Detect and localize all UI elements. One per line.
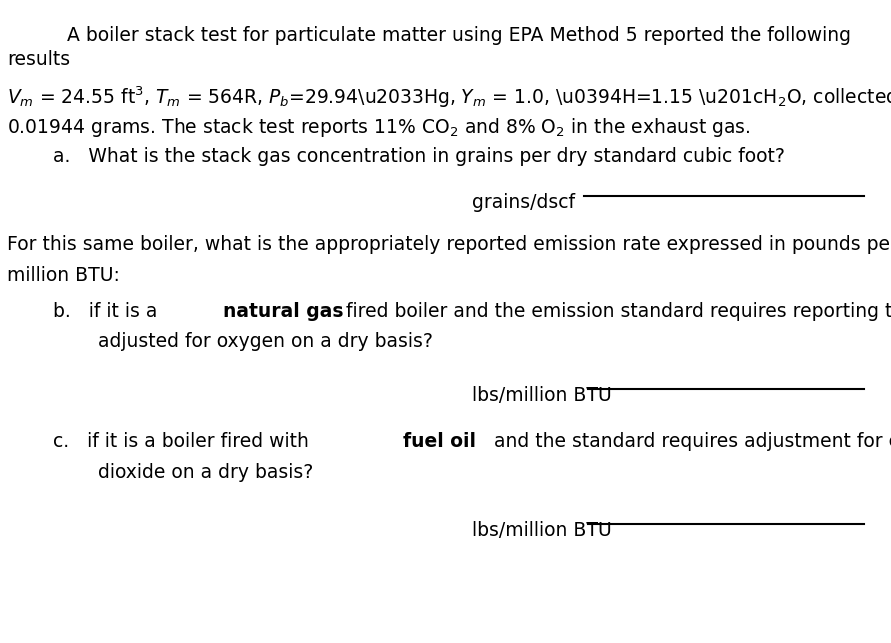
Text: lbs/million BTU: lbs/million BTU [472, 386, 612, 405]
Text: and the standard requires adjustment for carbon: and the standard requires adjustment for… [488, 432, 891, 451]
Text: fired boiler and the emission standard requires reporting the value: fired boiler and the emission standard r… [339, 302, 891, 321]
Text: results: results [7, 50, 70, 69]
Text: For this same boiler, what is the appropriately reported emission rate expressed: For this same boiler, what is the approp… [7, 235, 891, 254]
Text: A boiler stack test for particulate matter using EPA Method 5 reported the follo: A boiler stack test for particulate matt… [67, 26, 851, 45]
Text: natural gas: natural gas [223, 302, 344, 321]
Text: grains/dscf: grains/dscf [472, 193, 576, 212]
Text: $V_m$ = 24.55 ft$^3$, $T_m$ = 564R, $P_b$=29.94\u2033Hg, $Y_m$ = 1.0, \u0394H=1.: $V_m$ = 24.55 ft$^3$, $T_m$ = 564R, $P_b… [7, 85, 891, 111]
Text: dioxide on a dry basis?: dioxide on a dry basis? [98, 463, 314, 482]
Text: b.   if it is a: b. if it is a [53, 302, 164, 321]
Text: c.   if it is a boiler fired with: c. if it is a boiler fired with [53, 432, 315, 451]
Text: adjusted for oxygen on a dry basis?: adjusted for oxygen on a dry basis? [98, 332, 433, 352]
Text: a.   What is the stack gas concentration in grains per dry standard cubic foot?: a. What is the stack gas concentration i… [53, 147, 785, 167]
Text: lbs/million BTU: lbs/million BTU [472, 521, 612, 540]
Text: 0.01944 grams. The stack test reports 11% CO$_2$ and 8% O$_2$ in the exhaust gas: 0.01944 grams. The stack test reports 11… [7, 116, 751, 139]
Text: fuel oil: fuel oil [404, 432, 477, 451]
Text: million BTU:: million BTU: [7, 266, 120, 285]
